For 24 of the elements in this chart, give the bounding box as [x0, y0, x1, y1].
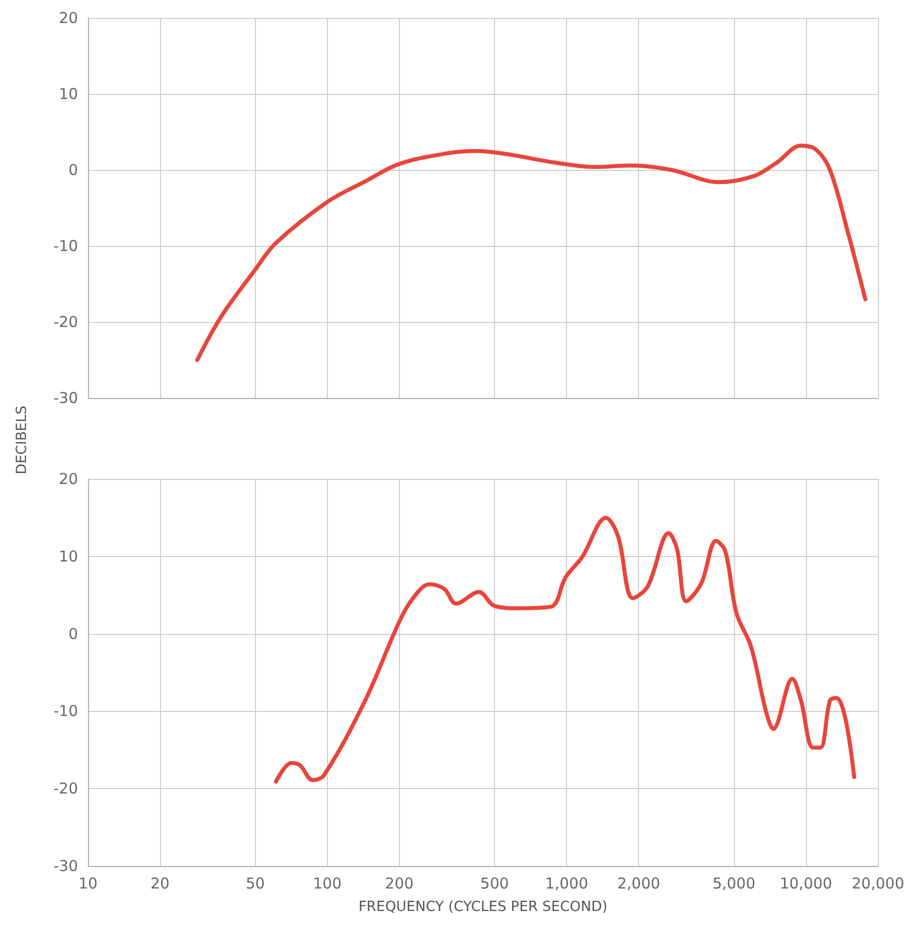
y-tick-label: 10 [58, 547, 78, 566]
y-tick-label: 0 [68, 624, 78, 643]
x-tick-label: 5,000 [712, 874, 756, 892]
y-tick-label: -30 [54, 857, 78, 875]
x-tick-label: 500 [480, 874, 509, 892]
x-axis-title: FREQUENCY (CYCLES PER SECOND) [358, 899, 608, 915]
y-tick-label: 20 [58, 470, 78, 488]
y-tick-label: -10 [54, 702, 78, 720]
y-tick-label: -20 [54, 780, 78, 798]
y-axis-title: DECIBELS [14, 406, 30, 474]
x-tick-label: 10,000 [780, 874, 832, 892]
y-tick-label: -30 [54, 389, 78, 407]
y-tick-label: -20 [54, 313, 78, 331]
x-tick-label: 20 [150, 874, 170, 892]
x-tick-label: 50 [246, 874, 265, 892]
y-tick-label: 0 [68, 161, 78, 179]
y-tick-label: 10 [58, 85, 78, 103]
x-tick-label: 20,000 [852, 874, 904, 892]
x-tick-label: 100 [313, 874, 342, 892]
x-tick-label: 200 [385, 874, 414, 892]
y-tick-label: 20 [58, 9, 78, 27]
y-tick-label: -10 [54, 237, 78, 255]
x-tick-label: 2,000 [617, 874, 660, 892]
x-tick-label: 1,000 [545, 874, 588, 892]
